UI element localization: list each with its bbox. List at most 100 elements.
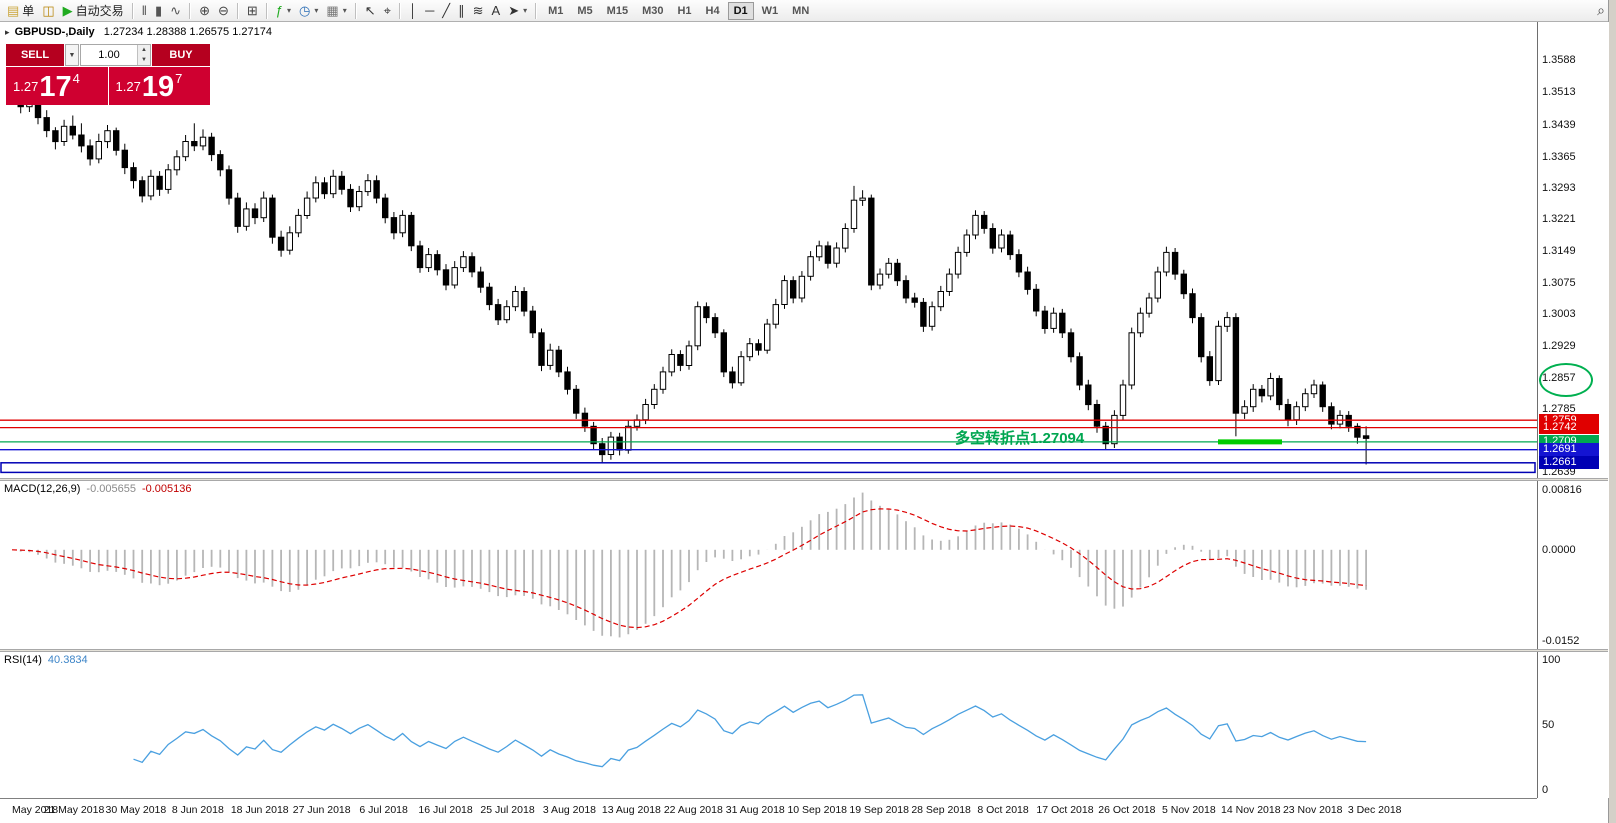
timeframe-m5[interactable]: M5: [571, 2, 598, 20]
toolbar-separator: [189, 2, 192, 19]
axis-label: 1.3365: [1542, 150, 1576, 163]
text-icon[interactable]: A: [488, 1, 505, 20]
cursor-icon[interactable]: ↖: [361, 1, 380, 20]
date-axis[interactable]: May 2018 21 May 2018 30 May 2018 8 Jun 2018…: [0, 798, 1537, 823]
candlestick-chart-icon[interactable]: ▮: [151, 1, 166, 20]
date-axis-label: 16 Jul 2018: [418, 804, 473, 816]
axis-label: 1.3588: [1542, 53, 1576, 66]
axis-label: 0.0000: [1542, 543, 1576, 556]
date-axis-label: 8 Jun 2018: [171, 804, 224, 816]
volume-stepper: ▲ ▼: [137, 45, 150, 65]
collapse-icon[interactable]: ▸: [5, 27, 10, 37]
periods-icon-dropdown[interactable]: ▾: [314, 6, 319, 15]
ohlc-values: 1.27234 1.28388 1.26575 1.27174: [103, 26, 272, 38]
axis-label: 1.2639: [1542, 466, 1576, 479]
axis-label: 1.2929: [1542, 340, 1576, 353]
trendline-icon[interactable]: ╱: [438, 1, 454, 20]
line-chart-icon: ∿: [170, 3, 182, 18]
trade-price-row: 1.27 17 4 1.27 19 7: [6, 67, 210, 105]
volume-dropdown-button[interactable]: ▼: [65, 44, 79, 66]
timeframe-h4[interactable]: H4: [700, 2, 726, 20]
macd-canvas[interactable]: [0, 481, 1537, 649]
date-axis-label: 28 Sep 2018: [911, 804, 971, 816]
charts-profile-icon[interactable]: ◫: [38, 1, 58, 20]
indicators-icon[interactable]: ƒ ▾: [272, 1, 295, 20]
volume-step-up-button[interactable]: ▲: [138, 45, 150, 55]
templates-icon[interactable]: ▦ ▾: [322, 1, 350, 20]
date-axis-label: 17 Oct 2018: [1036, 804, 1094, 816]
toolbar-separator: [265, 2, 268, 19]
periods-icon[interactable]: ◷ ▾: [295, 1, 322, 20]
arrows-icon-dropdown[interactable]: ▾: [523, 6, 528, 15]
zoom-out-icon[interactable]: ⊖: [214, 1, 233, 20]
zoom-in-icon[interactable]: ⊕: [195, 1, 214, 20]
new-order-button[interactable]: ▤ 单: [3, 1, 38, 20]
buy-button[interactable]: BUY: [152, 44, 210, 66]
price-tag: 1.2742: [1539, 421, 1599, 435]
date-axis-label: 10 Sep 2018: [787, 804, 847, 816]
trendline-icon: ╱: [442, 3, 451, 18]
date-axis-label: 13 Aug 2018: [601, 804, 661, 816]
axis-label: 1.2785: [1542, 402, 1576, 415]
fibonacci-icon[interactable]: ≋: [469, 1, 488, 20]
auto-trading-button: ▶: [62, 3, 73, 18]
sell-price-point: 4: [72, 71, 80, 86]
line-chart-icon[interactable]: ∿: [166, 1, 185, 20]
horizontal-line-icon[interactable]: ─: [421, 1, 438, 20]
cursor-icon: ↖: [364, 3, 376, 18]
timeframe-m1[interactable]: M1: [542, 2, 569, 20]
bar-chart-icon[interactable]: ‖: [138, 1, 151, 20]
buy-price-display[interactable]: 1.27 19 7: [108, 67, 210, 105]
zoom-out-icon: ⊖: [217, 3, 229, 18]
date-axis-label: 19 Sep 2018: [849, 804, 909, 816]
window-right-edge: [1608, 0, 1616, 823]
channel-icon[interactable]: ∥: [454, 1, 469, 20]
timeframe-m30[interactable]: M30: [636, 2, 669, 20]
date-axis-label: May 2018: [12, 804, 59, 816]
sell-button[interactable]: SELL: [6, 44, 64, 66]
timeframe-h1[interactable]: H1: [671, 2, 697, 20]
date-axis-label: 5 Nov 2018: [1162, 804, 1216, 816]
vertical-line-icon[interactable]: │: [405, 1, 421, 20]
tile-windows-icon[interactable]: ⊞: [243, 1, 262, 20]
main-chart-canvas[interactable]: [0, 22, 1537, 478]
macd-main-value: -0.005655: [86, 483, 136, 495]
volume-input[interactable]: [81, 45, 137, 65]
templates-icon: ▦: [326, 3, 339, 18]
rsi-canvas[interactable]: [0, 652, 1537, 798]
axis-label: 1.3149: [1542, 244, 1576, 257]
price-highlight-ellipse: [1539, 362, 1593, 397]
indicators-icon-dropdown[interactable]: ▾: [287, 6, 292, 15]
timeframe-m15[interactable]: M15: [601, 2, 634, 20]
axis-label: 0: [1542, 784, 1549, 796]
new-order-button: ▤: [7, 3, 20, 18]
panel-splitter[interactable]: [0, 478, 1608, 481]
search-icon[interactable]: ⌕: [1589, 2, 1613, 19]
axis-label: 1.3221: [1542, 213, 1576, 226]
timeframe-d1[interactable]: D1: [727, 1, 754, 20]
toolbar-separator: [398, 2, 401, 19]
axis-label: 50: [1542, 719, 1555, 731]
arrows-icon[interactable]: ➤ ▾: [504, 1, 531, 20]
macd-indicator-label: MACD(12,26,9) -0.005655 -0.005136: [4, 483, 192, 495]
timeframe-w1[interactable]: W1: [756, 2, 785, 20]
panel-splitter[interactable]: [0, 649, 1608, 652]
timeframe-group: M1 M5 M15 M30 H1 H4 D1 W1 MN: [541, 1, 816, 20]
auto-trading-button[interactable]: ▶ 自动交易: [59, 1, 128, 20]
price-axis[interactable]: 1.3588 1.3513 1.3439 1.3365 1.3293 1.3221 1.31…: [1537, 22, 1609, 798]
sell-price-display[interactable]: 1.27 17 4: [6, 67, 108, 105]
axis-label: 1.3439: [1542, 118, 1576, 131]
volume-step-down-button[interactable]: ▼: [138, 55, 150, 65]
sell-price-pips: 17: [39, 71, 72, 103]
axis-label: 0.00816: [1542, 484, 1582, 496]
date-axis-label: 31 Aug 2018: [725, 804, 785, 816]
crosshair-icon[interactable]: ⌖: [380, 1, 395, 20]
date-axis-label: 23 Nov 2018: [1282, 804, 1343, 816]
price-tag: 1.2691: [1539, 443, 1599, 457]
templates-icon-dropdown[interactable]: ▾: [342, 6, 347, 15]
zoom-in-icon: ⊕: [199, 3, 210, 18]
timeframe-mn[interactable]: MN: [786, 2, 815, 20]
toolbar-separator: [535, 2, 538, 19]
candlestick-chart-icon: ▮: [155, 3, 163, 18]
indicators-icon: ƒ: [275, 3, 284, 18]
